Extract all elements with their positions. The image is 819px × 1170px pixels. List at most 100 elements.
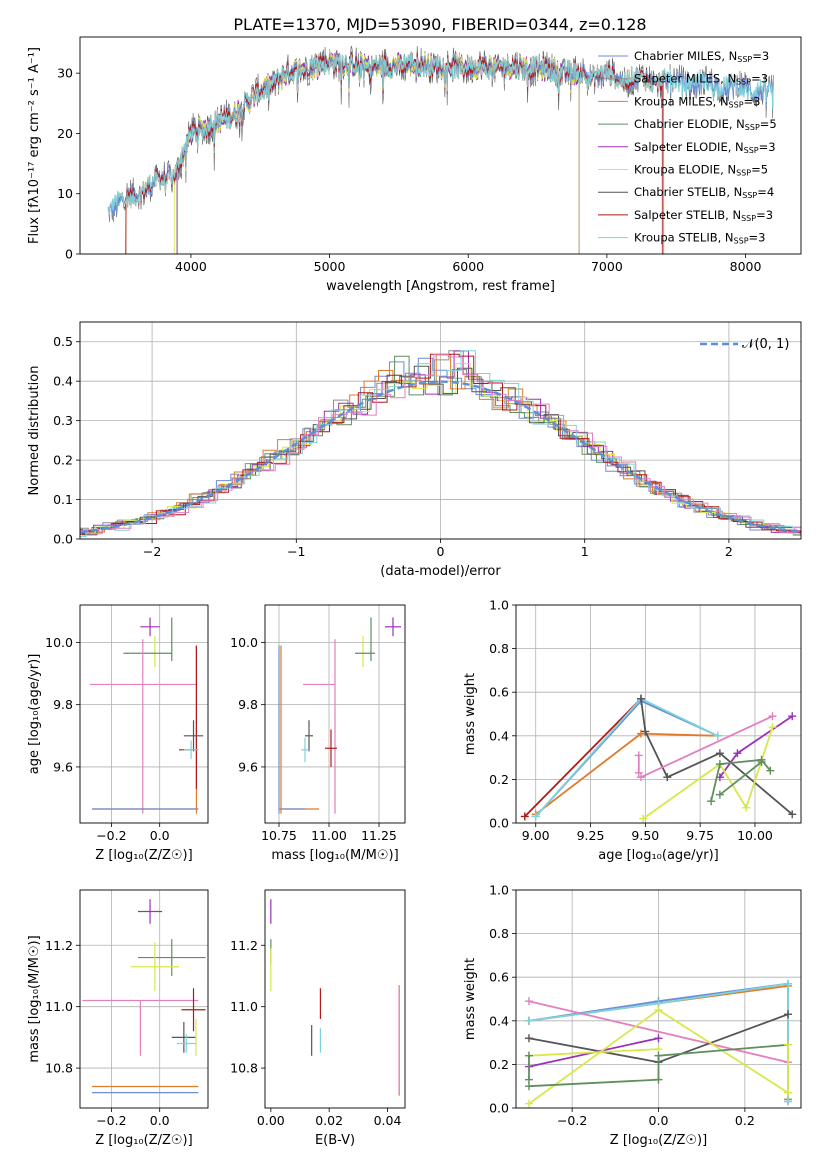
x-axis-label: age [log₁₀(age/yr)] bbox=[598, 848, 719, 863]
y-tick-label: 0.4 bbox=[53, 374, 73, 389]
y-axis-label: mass weight bbox=[463, 673, 478, 755]
legend-entry: Salpeter STELIB, NSSP=3 bbox=[634, 208, 773, 223]
plot-area bbox=[520, 694, 797, 823]
x-tick-label: 7000 bbox=[591, 259, 623, 274]
data-point bbox=[181, 988, 206, 1032]
y-tick-label: 0.6 bbox=[489, 970, 509, 985]
y-tick-label: 9.8 bbox=[53, 697, 73, 712]
plot-area bbox=[524, 979, 793, 1108]
series-marker bbox=[641, 727, 650, 736]
legend: Chabrier MILES, NSSP=3 Salpeter MILES, NS… bbox=[598, 49, 777, 246]
series-marker bbox=[520, 812, 529, 821]
spectrum-line bbox=[176, 50, 580, 254]
y-tick-label: 10 bbox=[57, 186, 73, 201]
series-marker bbox=[784, 1010, 793, 1019]
x-tick-label: 5000 bbox=[314, 259, 346, 274]
y-tick-label: 0.8 bbox=[489, 926, 509, 941]
series-marker bbox=[524, 1099, 533, 1108]
series-marker bbox=[636, 773, 645, 782]
x-tick-label: 0.0 bbox=[150, 828, 170, 843]
series-marker bbox=[715, 749, 724, 758]
x-tick-label: 0.04 bbox=[374, 1113, 402, 1128]
legend-entry: Chabrier ELODIE, NSSP=5 bbox=[634, 117, 777, 132]
x-tick-label: 0 bbox=[437, 544, 445, 559]
x-tick-label: −0.2 bbox=[96, 828, 126, 843]
series-marker bbox=[524, 997, 533, 1006]
series-marker bbox=[733, 749, 742, 758]
series-line bbox=[528, 1048, 659, 1057]
panel-mass_vs_Z: −0.2 0.0 10.8 11.0 11.2 Z [log₁₀(Z/Z☉)] mass [… bbox=[27, 889, 209, 1148]
panel-massweight_vs_Z: −0.2 0.0 0.2 0.0 0.2 0.4 0.6 0.8 1.0 Z [log₁₀(Z/Z… bbox=[463, 883, 802, 1148]
x-tick-label: −0.2 bbox=[96, 1113, 126, 1128]
figure-title: PLATE=1370, MJD=53090, FIBERID=0344, z=0… bbox=[233, 15, 646, 34]
series-marker bbox=[715, 790, 724, 799]
series-marker bbox=[639, 814, 648, 823]
y-axis-label: Flux [fλ10⁻¹⁷ erg cm⁻² s⁻¹ A⁻¹] bbox=[27, 47, 42, 244]
panel-residuals: −2 −1 0 1 2 0.0 0.1 0.2 0.3 0.4 0.5 (data-model)/er… bbox=[27, 321, 802, 579]
x-axis-label: mass [log₁₀(M/M☉)] bbox=[271, 848, 398, 863]
histogram-step bbox=[80, 353, 801, 535]
series-marker bbox=[784, 1040, 793, 1049]
data-point bbox=[301, 737, 309, 763]
series-line bbox=[640, 715, 773, 779]
legend-entry: Kroupa MILES, NSSP=3 bbox=[634, 94, 760, 109]
series-line bbox=[719, 715, 793, 778]
data-point bbox=[137, 899, 163, 924]
plot-area bbox=[270, 899, 400, 1096]
x-tick-label: 6000 bbox=[452, 259, 484, 274]
data-point bbox=[176, 1034, 196, 1053]
x-tick-label: 0.02 bbox=[315, 1113, 343, 1128]
series-marker bbox=[636, 694, 645, 703]
y-tick-label: 0.2 bbox=[489, 772, 509, 787]
axes-frame bbox=[515, 604, 802, 824]
series-marker bbox=[654, 1005, 663, 1014]
data-point bbox=[183, 740, 199, 760]
series-marker bbox=[784, 1097, 793, 1106]
plot-area bbox=[89, 617, 204, 814]
series-line bbox=[528, 1000, 789, 1064]
y-tick-label: 11.0 bbox=[230, 999, 258, 1014]
series-marker bbox=[654, 1051, 663, 1060]
y-tick-label: 0.8 bbox=[489, 641, 509, 656]
y-tick-label: 11.0 bbox=[45, 999, 73, 1014]
axes-frame bbox=[79, 36, 802, 255]
x-tick-label: 9.50 bbox=[631, 828, 659, 843]
series-marker bbox=[524, 1051, 533, 1060]
series-marker bbox=[715, 760, 724, 769]
plot-area bbox=[80, 350, 801, 538]
x-tick-label: −2 bbox=[143, 544, 161, 559]
x-tick-label: 9.25 bbox=[577, 828, 605, 843]
x-axis-label: Z [log₁₀(Z/Z☉)] bbox=[95, 848, 192, 863]
spectrum-line bbox=[125, 53, 665, 254]
y-tick-label: 0.1 bbox=[53, 492, 73, 507]
legend-entry: Kroupa STELIB, NSSP=3 bbox=[634, 231, 765, 246]
y-tick-label: 0.5 bbox=[53, 334, 73, 349]
x-tick-label: 8000 bbox=[730, 259, 762, 274]
panel-age_vs_Z: −0.2 0.0 9.6 9.8 10.0 Z [log₁₀(Z/Z☉)] age [log… bbox=[27, 604, 209, 863]
x-tick-label: 9.75 bbox=[686, 828, 714, 843]
series-marker bbox=[654, 1034, 663, 1043]
data-point bbox=[130, 942, 180, 992]
series-marker bbox=[524, 1016, 533, 1025]
y-tick-label: 0 bbox=[65, 247, 73, 262]
x-tick-label: 10.00 bbox=[737, 828, 773, 843]
y-tick-label: 0.2 bbox=[53, 453, 73, 468]
y-axis-label: mass [log₁₀(M/M☉)] bbox=[27, 935, 42, 1062]
legend-entry: Chabrier STELIB, NSSP=4 bbox=[634, 185, 774, 200]
axes-frame bbox=[79, 604, 209, 824]
series-marker bbox=[663, 773, 672, 782]
x-axis-label: (data-model)/error bbox=[380, 564, 501, 579]
y-tick-label: 9.8 bbox=[238, 697, 258, 712]
data-point bbox=[183, 720, 204, 752]
series-line bbox=[535, 732, 718, 816]
series-marker bbox=[654, 1075, 663, 1084]
panel-mass_vs_ebv: 0.00 0.02 0.04 10.8 11.0 11.2 E(B-V) bbox=[230, 889, 406, 1148]
y-tick-label: 11.2 bbox=[230, 938, 258, 953]
y-tick-label: 0.0 bbox=[53, 532, 73, 547]
legend-entry: 𝒩(0, 1) bbox=[742, 337, 789, 352]
series-marker bbox=[634, 768, 643, 777]
x-tick-label: 0.0 bbox=[150, 1113, 170, 1128]
y-tick-label: 0.3 bbox=[53, 413, 73, 428]
y-axis-label: Normed distribution bbox=[27, 366, 42, 496]
